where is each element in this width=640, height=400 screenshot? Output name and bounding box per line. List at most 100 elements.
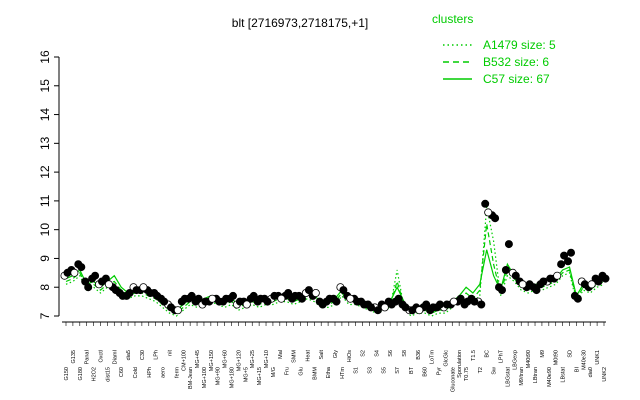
data-point [208, 294, 217, 303]
data-point [111, 286, 120, 295]
x-tick-label: dia5 [126, 350, 132, 360]
data-point [235, 297, 244, 306]
y-tick-label: 10 [38, 223, 52, 237]
data-point [366, 303, 375, 312]
legend-entry-b532: B532 size: 6 [443, 55, 549, 69]
x-tick-label: B60 [423, 367, 429, 377]
x-tick-label: G135 [71, 350, 77, 363]
data-point [373, 306, 382, 315]
x-tick-label: MG+45 [195, 350, 201, 368]
x-tick-label: H2O2 [92, 367, 98, 381]
legend-label-a1479: A1479 size: 5 [483, 38, 556, 52]
data-point [415, 306, 424, 315]
legend-label-b532: B532 size: 6 [483, 55, 549, 69]
data-point [228, 291, 237, 300]
x-tick-label: M9/tran [519, 367, 525, 386]
data-point [263, 297, 272, 306]
x-tick-label: Gly [333, 350, 339, 359]
data-point [173, 306, 182, 315]
data-point [153, 291, 162, 300]
data-point [63, 268, 72, 277]
x-tick-label: MG+90 [216, 367, 222, 385]
x-tick-label: BT [409, 366, 415, 374]
data-point [284, 288, 293, 297]
x-tick-label: PanaI [85, 350, 91, 365]
data-point [525, 280, 534, 289]
data-point [132, 286, 141, 295]
data-point [98, 277, 107, 286]
x-tick-label: S8 [402, 350, 408, 357]
x-tick-label: LBtran [533, 367, 539, 383]
data-point [104, 280, 113, 289]
data-point [546, 274, 555, 283]
x-tick-label: T0.75 [464, 367, 470, 381]
data-point [353, 297, 362, 306]
data-point [222, 294, 231, 303]
x-tick-label: Salt [319, 350, 325, 360]
data-point [332, 297, 341, 306]
data-point [594, 277, 603, 286]
data-point [501, 265, 510, 274]
data-point [504, 240, 513, 249]
x-tick-label: S3 [367, 367, 373, 374]
data-point [318, 300, 327, 309]
x-tick-label: MG+10 [264, 350, 270, 368]
x-tick-label: LoTm [430, 350, 436, 364]
x-tick-label: HPh [147, 367, 153, 378]
data-point [470, 297, 479, 306]
x-tick-label: Oxctl [98, 350, 104, 363]
data-point [91, 271, 100, 280]
x-tick-label: S6 [388, 350, 394, 357]
data-point [567, 248, 576, 257]
x-tick-label: MG+60 [223, 350, 229, 368]
data-point [360, 300, 369, 309]
x-tick-label: HTm [340, 367, 346, 379]
x-tick-label: T2 [478, 367, 484, 373]
x-tick-label: MG+15 [257, 367, 263, 385]
x-tick-label: Cold [133, 367, 139, 378]
data-points [60, 199, 610, 315]
data-point [291, 291, 300, 300]
x-tick-label: MG+25 [250, 350, 256, 368]
x-tick-label: aero [161, 367, 167, 378]
x-tick-label: Fru [285, 367, 291, 375]
x-tick-label: HiOs [347, 350, 353, 362]
y-tick-label: 11 [38, 194, 52, 207]
y-tick-label: 14 [38, 108, 52, 122]
x-tick-label: S4 [374, 350, 380, 357]
data-point [564, 257, 573, 266]
x-tick-label: Pyr [436, 367, 442, 375]
x-tick-label: UNK2 [602, 367, 608, 382]
data-point [401, 303, 410, 312]
data-point [587, 280, 596, 289]
x-tick-label: Etha [326, 366, 332, 378]
legend: clusters A1479 size: 5 B532 size: 6 C57 … [432, 12, 556, 86]
data-point [601, 274, 610, 283]
x-tick-label: M0t90 [554, 350, 560, 365]
x-tick-label: S5 [381, 367, 387, 374]
data-point [270, 291, 279, 300]
data-point [277, 294, 286, 303]
data-point [256, 294, 265, 303]
x-tick-label: MG+100 [202, 367, 208, 388]
data-point [394, 294, 403, 303]
x-tick-label: MG+120 [236, 350, 242, 371]
data-point [484, 208, 493, 217]
x-tick-label: Gluconate [450, 367, 456, 392]
x-tick-label: CM+100 [181, 350, 187, 371]
data-point [442, 300, 451, 309]
data-point [146, 288, 155, 297]
data-point [573, 294, 582, 303]
x-tick-label: MG+180 [230, 367, 236, 388]
data-point [557, 260, 566, 269]
legend-entry-c57: C57 size: 67 [443, 72, 550, 86]
x-tick-label: LBGexp [512, 350, 518, 370]
data-point [304, 286, 313, 295]
data-point [180, 294, 189, 303]
y-tick-label: 15 [38, 79, 52, 93]
x-tick-label: Sporulation [457, 350, 463, 378]
y-axis: 7 8 9 10 11 12 13 14 15 16 [38, 50, 60, 319]
x-tick-label: BC [485, 350, 491, 358]
data-point [160, 297, 169, 306]
data-point [77, 263, 86, 272]
